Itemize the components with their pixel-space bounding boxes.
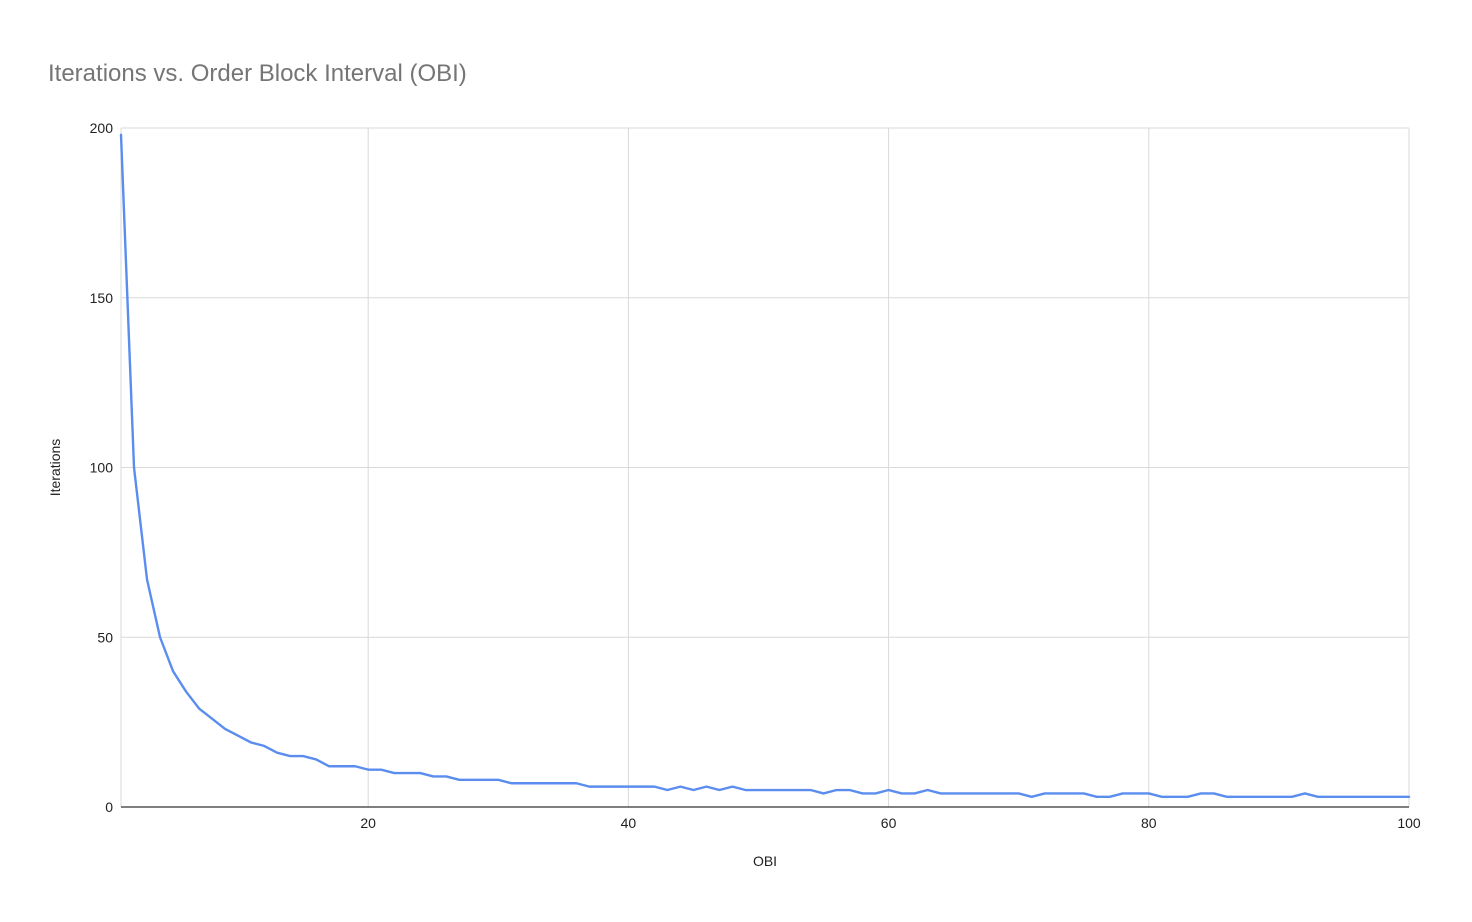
y-tick-label: 150 (90, 290, 114, 306)
y-tick-label: 200 (90, 120, 114, 136)
x-tick-label: 40 (621, 815, 637, 831)
x-tick-label: 20 (360, 815, 376, 831)
x-tick-label: 60 (881, 815, 897, 831)
tick-labels: 0 50 100 150 200 20 40 60 80 100 (90, 120, 1421, 831)
grid-lines (120, 127, 1410, 807)
x-tick-label: 80 (1141, 815, 1157, 831)
x-axis-label: OBI (753, 853, 777, 869)
y-tick-label: 50 (97, 629, 113, 645)
y-tick-label: 0 (105, 799, 113, 815)
series-layer (119, 133, 1411, 799)
x-tick-label: 100 (1397, 815, 1421, 831)
y-axis-label: Iterations (47, 439, 63, 497)
y-tick-label: 100 (90, 460, 114, 476)
chart-title: Iterations vs. Order Block Interval (OBI… (48, 60, 467, 87)
series-line (119, 133, 1411, 799)
